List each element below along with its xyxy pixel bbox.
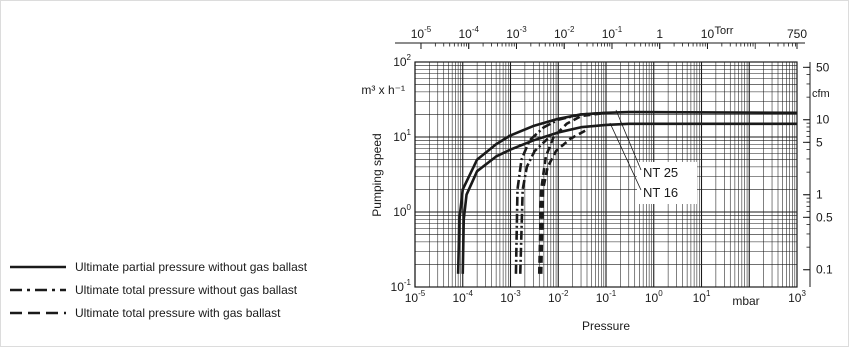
annotation-leader-nt25 bbox=[615, 109, 642, 171]
top-tick-label: 10-2 bbox=[554, 25, 575, 41]
top-axis-unit: Torr bbox=[715, 25, 734, 37]
x-tick-label: 10-3 bbox=[500, 289, 521, 305]
legend-label-dashed: Ultimate total pressure with gas ballast bbox=[75, 306, 281, 320]
legend-label-solid: Ultimate partial pressure without gas ba… bbox=[75, 260, 308, 274]
annotation-nt25: NT 25 bbox=[643, 165, 678, 180]
axis-labels: Pressure Pumping speed m³ x h⁻¹ bbox=[361, 83, 630, 333]
right-axis-unit: cfm bbox=[812, 88, 830, 100]
top-tick-label: 750 bbox=[787, 27, 807, 41]
x-unit-label: mbar bbox=[732, 294, 759, 308]
right-tick-label: 10 bbox=[816, 113, 830, 127]
right-tick-label: 0.1 bbox=[816, 263, 833, 277]
top-tick-label: 10-1 bbox=[602, 25, 623, 41]
x-tick-label: 10-2 bbox=[548, 289, 569, 305]
series-line-nt25-solid bbox=[456, 110, 798, 274]
legend: Ultimate partial pressure without gas ba… bbox=[10, 260, 308, 320]
annotation-nt16: NT 16 bbox=[643, 185, 678, 200]
x-axis-title: Pressure bbox=[582, 319, 630, 333]
legend-label-dashdot: Ultimate total pressure without gas ball… bbox=[75, 283, 298, 297]
top-tick-label: 1 bbox=[656, 27, 663, 41]
series-line-nt25-dashdot bbox=[514, 111, 607, 274]
top-tick-label: 10-3 bbox=[506, 25, 527, 41]
plot-frame bbox=[414, 61, 798, 288]
y-axis-title: Pumping speed bbox=[370, 133, 384, 216]
x-tick-label: 10-1 bbox=[596, 289, 617, 305]
top-tick-label: 10-5 bbox=[411, 25, 432, 41]
annotations: NT 25 NT 16 bbox=[609, 109, 697, 204]
x-tick-label: 101 bbox=[693, 289, 711, 305]
right-tick-label: 1 bbox=[816, 188, 823, 202]
top-tick-label: 10-4 bbox=[458, 25, 479, 41]
x-tick-label: 10-4 bbox=[453, 289, 474, 305]
y-tick-label: 102 bbox=[393, 53, 411, 69]
series-group bbox=[456, 110, 798, 274]
series-line-nt16-dashdot bbox=[518, 137, 549, 274]
y-tick-label: 100 bbox=[393, 203, 411, 219]
annotation-box bbox=[637, 162, 697, 204]
series-line-nt16-dashed bbox=[539, 128, 588, 274]
x-tick-label: 10-5 bbox=[405, 289, 426, 305]
x-tick-label: 103 bbox=[788, 289, 806, 305]
x-tick-label: 100 bbox=[645, 289, 663, 305]
series-line-nt25-dashed bbox=[537, 111, 607, 274]
right-tick-label: 5 bbox=[816, 135, 823, 149]
series-line-nt16-solid bbox=[461, 122, 797, 274]
right-tick-label: 0.5 bbox=[816, 210, 833, 224]
annotation-leader-nt16 bbox=[609, 122, 642, 191]
right-tick-label: 50 bbox=[816, 60, 830, 74]
grid bbox=[414, 62, 797, 288]
y-axis-unit: m³ x h⁻¹ bbox=[361, 83, 405, 97]
top-tick-label: 10 bbox=[701, 27, 715, 41]
axis-ticks: 10-5 10-4 10-3 10-2 10-1 1 10 750 Torr 50 10 5 1 0.5 0… bbox=[391, 25, 833, 308]
y-tick-label: 101 bbox=[393, 128, 411, 144]
